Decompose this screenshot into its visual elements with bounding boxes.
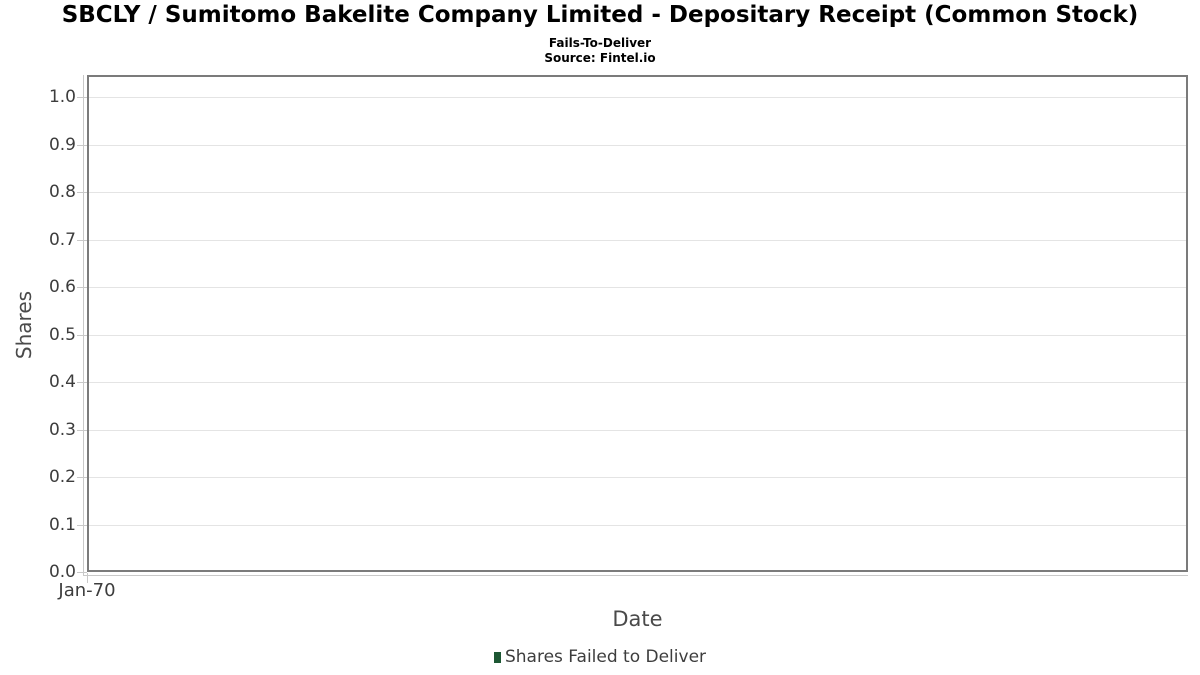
- legend: Shares Failed to Deliver: [0, 647, 1200, 667]
- y-axis-tick: [77, 287, 87, 288]
- y-axis-tick: [77, 239, 87, 241]
- y-tick-label: 0.6: [48, 277, 76, 297]
- y-axis-tick: [77, 572, 87, 573]
- y-tick-label: 0.3: [48, 419, 76, 440]
- y-axis-title: Shares: [12, 290, 36, 360]
- y-axis-tick: [77, 192, 87, 193]
- x-axis-line: [83, 575, 1188, 576]
- chart-title: SBCLY / Sumitomo Bakelite Company Limite…: [61, 2, 1139, 28]
- y-tick-label: 0.5: [48, 324, 76, 345]
- gridline: [89, 334, 1186, 336]
- y-tick-label: 0.0: [48, 562, 76, 582]
- y-tick-label: 0.9: [48, 134, 76, 155]
- y-tick-label: 0.8: [48, 182, 76, 202]
- plot-area: [87, 75, 1188, 572]
- y-axis-line: [83, 75, 84, 576]
- gridline: [89, 477, 1186, 478]
- y-axis-tick: [77, 477, 87, 478]
- y-tick-label: 0.7: [48, 229, 76, 250]
- y-axis-tick: [77, 97, 87, 98]
- gridline: [89, 524, 1186, 526]
- y-axis-tick: [77, 524, 87, 526]
- legend-series-marker-icon: [493, 651, 501, 663]
- x-axis-tick: [87, 573, 88, 583]
- y-tick-label: 0.1: [48, 514, 76, 535]
- gridline: [89, 382, 1186, 383]
- y-tick-label: 0.2: [48, 467, 76, 487]
- y-tick-label: 1.0: [48, 87, 76, 107]
- chart-source-label: Source: Fintel.io: [544, 51, 656, 65]
- gridline: [89, 192, 1186, 193]
- gridline: [89, 429, 1186, 431]
- x-axis-title: Date: [612, 607, 663, 631]
- y-tick-label: 0.4: [48, 372, 76, 392]
- y-axis-tick: [77, 144, 87, 146]
- y-axis-tick: [77, 334, 87, 336]
- x-tick-label: Jan-70: [58, 580, 116, 601]
- gridline: [89, 144, 1186, 146]
- legend-series-label: Shares Failed to Deliver: [504, 647, 707, 667]
- gridline: [89, 97, 1186, 98]
- y-axis-tick: [77, 382, 87, 383]
- y-axis-tick: [77, 429, 87, 431]
- gridline: [89, 239, 1186, 241]
- chart-subtitle: Fails-To-Deliver: [548, 36, 652, 50]
- gridline: [89, 287, 1186, 288]
